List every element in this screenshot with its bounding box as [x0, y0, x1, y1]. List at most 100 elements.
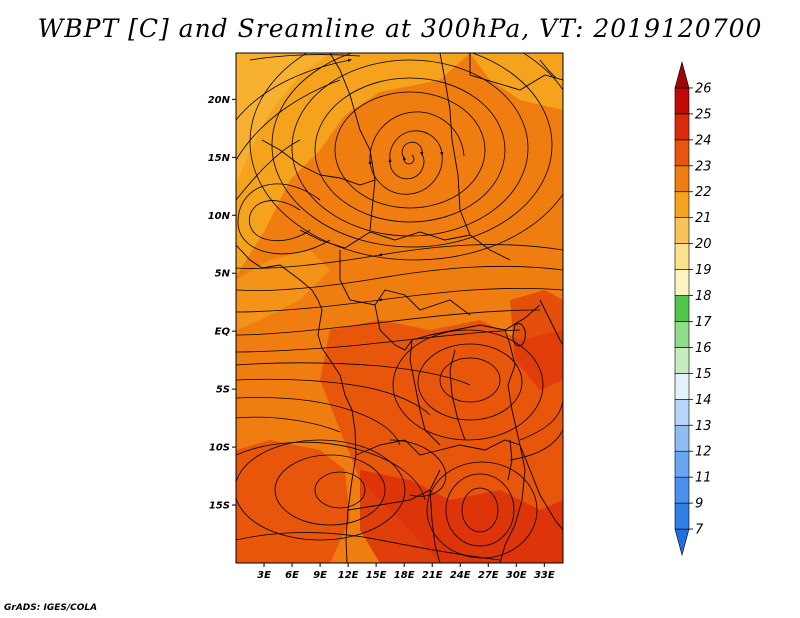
border [499, 444, 526, 563]
streamline [314, 471, 366, 509]
colorbar-segment [674, 347, 690, 374]
colorbar-segment [674, 476, 690, 504]
streamline [236, 416, 341, 433]
lat-tick-label: 20N [208, 95, 231, 106]
colorbar-segment [674, 165, 690, 193]
streamline [248, 200, 311, 242]
wbpt-fill-west-patch [245, 355, 320, 420]
colorbar-label: 15 [695, 367, 712, 382]
colorbar-label: 20 [695, 237, 712, 252]
lat-tick-label: 5S [216, 385, 230, 396]
border [439, 53, 471, 236]
colorbar-segment [674, 269, 690, 296]
streamline [445, 473, 515, 547]
lon-tick-label: 21E [422, 570, 443, 581]
colorbar-segment [674, 60, 690, 89]
streamline [236, 265, 563, 291]
streamline [236, 244, 563, 269]
streamline [236, 441, 426, 501]
border [347, 469, 441, 511]
colorbar-segment [674, 113, 690, 141]
streamline [461, 487, 499, 533]
streamlines [236, 53, 563, 561]
streamline [237, 183, 331, 255]
colorbar-label: 21 [695, 211, 712, 226]
streamline [271, 53, 553, 248]
border [409, 339, 441, 446]
wbpt-fill-northeast [470, 53, 563, 110]
lon-tick-label: 15E [366, 570, 387, 581]
lat-tick-label: 15N [208, 153, 231, 164]
colorbar-segment [674, 502, 690, 530]
streamline [314, 77, 506, 223]
streamline [236, 532, 501, 561]
wbpt-fill-far-northwest [236, 53, 330, 180]
streamline [236, 79, 341, 161]
longitude-axis: 3E 6E 9E 12E 15E 18E 21E 24E 27E 30E 33E [257, 563, 555, 581]
wbpt-fill-southwest [236, 440, 350, 563]
colorbar-segment [674, 528, 690, 557]
colorbar-label: 17 [695, 315, 712, 330]
streamline [439, 357, 501, 403]
colorbar-label: 12 [695, 445, 712, 460]
lon-tick-label: 18E [394, 570, 415, 581]
lake [512, 323, 526, 347]
border [329, 53, 376, 231]
border [374, 304, 413, 351]
streamline [236, 329, 521, 353]
coastline [539, 299, 563, 346]
colorbar-label: 24 [695, 133, 712, 148]
map-frame [235, 52, 564, 564]
colorbar-label: 14 [695, 393, 712, 408]
streamline [236, 362, 471, 386]
colorbar-segment [674, 321, 690, 348]
lon-tick-label: 3E [257, 570, 271, 581]
border [339, 250, 471, 316]
streamline [509, 429, 563, 461]
colorbar-segment [674, 295, 690, 322]
border [299, 229, 511, 261]
colorbar-label: 25 [695, 107, 712, 122]
colorbar: 7 9 11 12 13 14 15 16 17 18 19 20 21 22 23 24 25 26 [674, 60, 712, 557]
border [261, 139, 376, 186]
lon-tick-label: 30E [506, 570, 527, 581]
map-panel [236, 53, 563, 563]
grads-credit: GrADS: IGES/COLA [4, 603, 98, 613]
streamline [519, 399, 563, 441]
colorbar-label: 18 [695, 289, 712, 304]
colorbar-segment [674, 373, 690, 400]
lat-tick-label: 10S [209, 443, 230, 454]
colorbar-segment [674, 217, 690, 244]
colorbar-label: 22 [695, 185, 712, 200]
colorbar-segment [674, 450, 690, 478]
colorbar-label: 19 [695, 263, 712, 278]
lat-tick-label: EQ [215, 327, 231, 338]
streamline [236, 58, 352, 121]
lon-tick-label: 9E [313, 570, 327, 581]
streamline [249, 53, 563, 261]
colorbar-segment [674, 87, 690, 115]
wbpt-fill-northwest [236, 53, 470, 275]
streamline [249, 54, 361, 61]
streamline [236, 139, 301, 201]
wbpt-fill-south-core [360, 470, 563, 563]
lake [507, 439, 513, 481]
border [504, 329, 563, 531]
colorbar-label: 23 [695, 159, 712, 174]
border [429, 489, 441, 563]
streamline [368, 111, 465, 195]
map-title: WBPT [C] and Sreamline at 300hPa, VT: 20… [37, 14, 763, 43]
lon-tick-label: 33E [534, 570, 555, 581]
streamline [236, 439, 406, 541]
coastline [236, 244, 357, 563]
colorbar-label: 7 [695, 523, 704, 538]
wbpt-fill-east-core [510, 290, 563, 390]
border [355, 439, 521, 456]
latitude-axis: 20N 15N 10N 5N EQ 5S 10S 15S [208, 95, 236, 512]
streamline [389, 439, 447, 497]
colorbar-label: 26 [695, 81, 712, 96]
streamline [417, 343, 523, 421]
colorbar-segment [674, 139, 690, 167]
streamline [236, 309, 541, 336]
streamline [236, 287, 563, 313]
